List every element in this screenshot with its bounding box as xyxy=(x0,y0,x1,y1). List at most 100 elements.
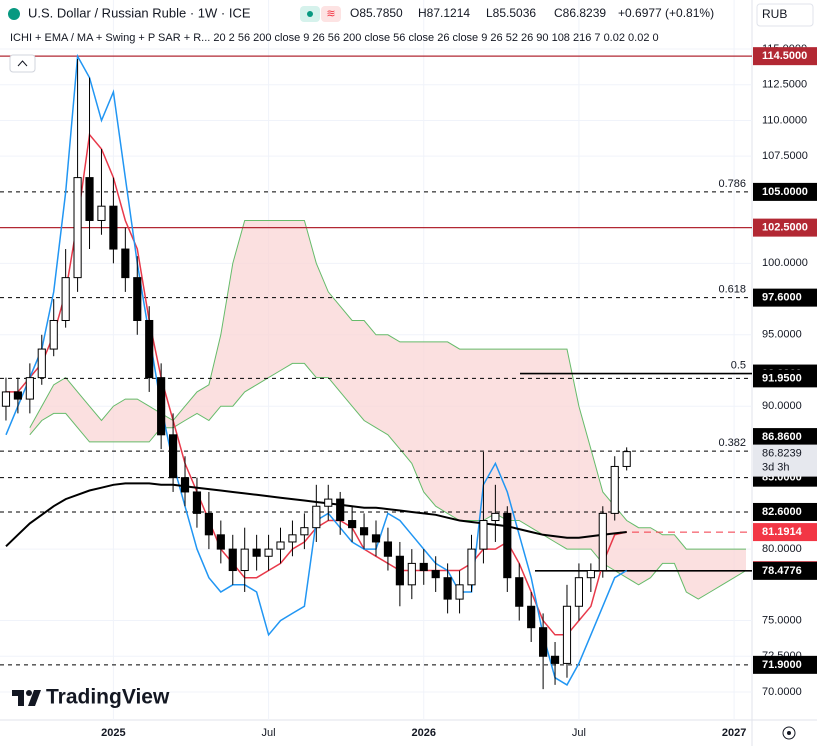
candle-body xyxy=(97,205,106,221)
candle-body xyxy=(228,548,237,572)
candle-body xyxy=(85,177,94,221)
logo-mark xyxy=(26,690,32,696)
candle-body xyxy=(324,498,333,507)
currency-button[interactable] xyxy=(756,3,814,27)
candle-body xyxy=(479,520,488,550)
price-badge-label: 97.6000 xyxy=(762,292,802,304)
candle-body xyxy=(622,451,631,467)
ohlc: O85.7850 H87.1214 L85.5036 C86.8239 +0.6977 … xyxy=(350,6,714,20)
candle-body xyxy=(216,534,225,550)
candle-body xyxy=(145,319,154,379)
x-tick-label: 2025 xyxy=(101,727,125,739)
currency: RUB xyxy=(762,7,787,21)
candle-body xyxy=(574,577,584,607)
candle-body xyxy=(407,562,416,586)
price-badge xyxy=(753,655,817,674)
price-badge xyxy=(753,561,817,580)
price-badge xyxy=(753,502,817,521)
candle-body xyxy=(25,377,34,400)
candle-body xyxy=(383,541,393,557)
price-badge xyxy=(753,523,817,542)
collapse-icon xyxy=(17,60,28,67)
symbol-title[interactable]: U.S. Dollar / Russian Ruble · 1W · ICE xyxy=(28,5,251,20)
ohlc-value: C86.8239 xyxy=(554,6,606,20)
candle-body xyxy=(61,277,70,321)
candle-body xyxy=(252,548,261,557)
price-badge xyxy=(753,218,817,237)
fib-label: 0.786 xyxy=(718,178,746,190)
candle-body xyxy=(491,512,500,522)
price-badge-label: 91.9500 xyxy=(762,372,802,384)
candle-body xyxy=(395,555,404,586)
candle-body xyxy=(276,541,285,550)
candle-body xyxy=(157,377,166,436)
indicators[interactable]: ICHI + EMA / MA + Swing + P SAR + R... 2… xyxy=(10,32,659,44)
y-tick-label: 107.5000 xyxy=(762,150,808,162)
brand: TradingView xyxy=(46,686,170,709)
cloud-edge xyxy=(29,220,746,550)
candle-body xyxy=(539,627,548,657)
candle-body xyxy=(562,605,572,664)
price-badge-label: 82.6000 xyxy=(762,506,802,518)
candle-body xyxy=(300,527,309,536)
collapse-button[interactable] xyxy=(9,54,36,73)
candle-body xyxy=(467,548,476,586)
symbol-icon xyxy=(8,8,20,20)
price-badge-label: 86.8600 xyxy=(762,431,802,443)
price-badge xyxy=(753,288,817,307)
price-badge xyxy=(753,182,817,201)
settings-icon[interactable] xyxy=(782,726,796,740)
fib-label: 0.382 xyxy=(718,437,746,449)
settings-icon xyxy=(787,731,791,735)
countdown: 3d 3h xyxy=(762,462,790,474)
x-tick-label: Jul xyxy=(572,727,586,739)
candle-body xyxy=(13,391,22,400)
candle-body xyxy=(168,434,178,479)
price-badge-label: 71.9000 xyxy=(762,659,802,671)
candle-body xyxy=(264,548,273,557)
candle-body xyxy=(37,348,46,379)
candle-body xyxy=(73,177,82,279)
price-badge-label: 78.4776 xyxy=(762,565,802,577)
candle-body xyxy=(443,577,452,600)
candle-body xyxy=(240,548,249,572)
fib-label: 0.5 xyxy=(731,359,746,371)
ohlc-value: H87.1214 xyxy=(418,6,470,20)
candle-body xyxy=(515,577,524,607)
x-tick-label: 2027 xyxy=(722,727,746,739)
price-badge-label: 81.1914 xyxy=(762,526,803,538)
y-tick-label: 80.0000 xyxy=(762,543,802,555)
price-badge-label: 114.5000 xyxy=(762,50,807,62)
y-tick-label: 70.0000 xyxy=(762,686,802,698)
last-price-badge xyxy=(753,444,817,477)
price-badge-label: 102.5000 xyxy=(762,222,808,234)
price-badge xyxy=(753,428,817,447)
candle-body xyxy=(455,584,464,600)
candle-body xyxy=(371,534,381,543)
candle-body xyxy=(431,570,440,579)
candle-body xyxy=(527,605,536,629)
candle-body xyxy=(109,205,118,250)
candle-body xyxy=(192,491,202,514)
candle-body xyxy=(610,465,619,514)
candle-body xyxy=(598,512,607,572)
plot: 0.786 0.618 0.5 0.382 xyxy=(0,0,752,720)
logo: TradingView xyxy=(12,686,170,709)
toggle[interactable] xyxy=(321,6,341,22)
logo-mark xyxy=(12,690,24,706)
logo-mark xyxy=(28,690,41,706)
y-tick-label: 95.0000 xyxy=(762,329,802,341)
toggle-dot xyxy=(307,11,313,17)
price-badge xyxy=(753,369,817,388)
candle-body xyxy=(419,562,428,572)
price-badge-label: 105.0000 xyxy=(762,186,808,198)
cloud xyxy=(29,220,747,600)
candle-body xyxy=(49,319,58,350)
ohlc-value: O85.7850 xyxy=(350,6,403,20)
candle-body xyxy=(288,534,297,543)
x-tick-label: 2026 xyxy=(412,727,436,739)
price-badge xyxy=(753,47,817,66)
y-tick-label: 112.5000 xyxy=(762,79,807,91)
